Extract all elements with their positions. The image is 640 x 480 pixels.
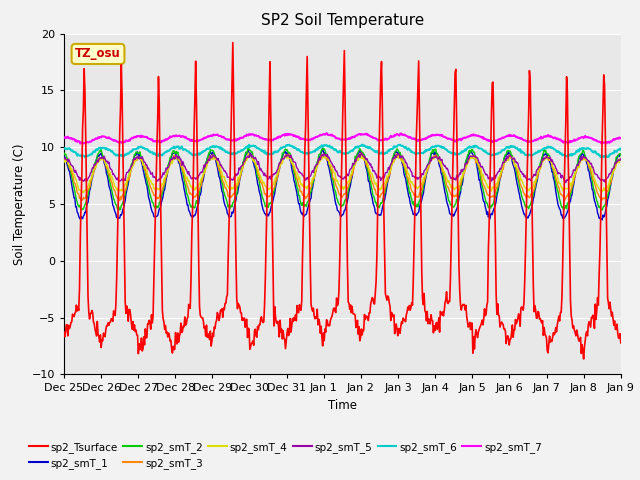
- Legend: sp2_Tsurface, sp2_smT_1, sp2_smT_2, sp2_smT_3, sp2_smT_4, sp2_smT_5, sp2_smT_6, : sp2_Tsurface, sp2_smT_1, sp2_smT_2, sp2_…: [25, 438, 547, 473]
- Y-axis label: Soil Temperature (C): Soil Temperature (C): [13, 143, 26, 265]
- Title: SP2 Soil Temperature: SP2 Soil Temperature: [260, 13, 424, 28]
- X-axis label: Time: Time: [328, 399, 357, 412]
- Text: TZ_osu: TZ_osu: [75, 48, 121, 60]
